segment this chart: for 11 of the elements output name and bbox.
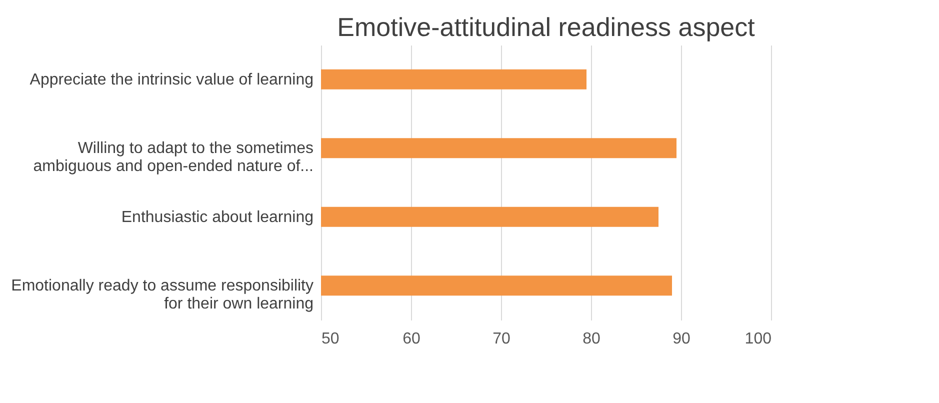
chart-title: Emotive-attitudinal readiness aspect — [337, 12, 756, 42]
y-tick-label: Enthusiastic about learning — [121, 208, 314, 226]
x-tick-label: 60 — [402, 330, 420, 348]
x-tick-label: 100 — [744, 330, 772, 348]
y-tick-label: Emotionally ready to assume responsibility for their own learning — [11, 278, 314, 313]
y-tick-label: Appreciate the intrinsic value of learning — [30, 71, 314, 88]
x-tick-label: 50 — [322, 330, 340, 348]
x-tick-label: 90 — [672, 330, 690, 348]
x-tick-label: 80 — [582, 330, 600, 348]
x-tick-label: 70 — [492, 330, 510, 348]
y-tick-label: Willing to adapt to the sometimes ambiguous and open-ended nature of... — [33, 140, 314, 176]
